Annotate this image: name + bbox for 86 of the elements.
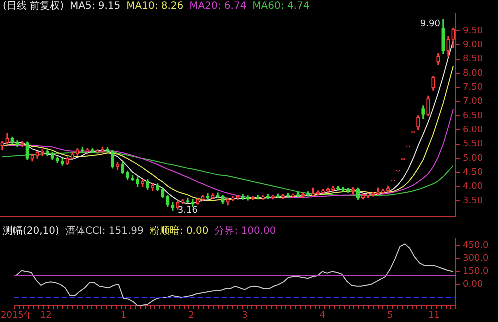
candlestick (452, 28, 456, 48)
candlestick (246, 196, 250, 201)
text: 粉顺暗: 0.00 (150, 226, 209, 237)
candlestick (386, 186, 390, 193)
candlestick (171, 202, 175, 211)
y-tick-label: 0.00 (463, 280, 484, 290)
candlestick (176, 200, 180, 210)
text: MA10: 8.26 (126, 1, 184, 12)
candlestick (201, 195, 205, 202)
candlestick (76, 148, 80, 156)
y-tick-label: 6.00 (463, 126, 484, 136)
candlestick (90, 148, 95, 154)
x-tick-label: 3 (242, 310, 248, 321)
candlestick (276, 194, 280, 199)
candlestick (446, 36, 450, 57)
candlestick (211, 194, 215, 200)
y-tick-label: 5.50 (463, 140, 484, 150)
candlestick (261, 196, 265, 200)
y-tick-label: 4.00 (463, 182, 484, 192)
y-tick-label: 8.00 (463, 68, 484, 79)
x-tick-label: 4 (320, 310, 326, 321)
x-tick-label: 1 (120, 310, 127, 321)
candlestick (206, 194, 210, 200)
y-tick-label: 8.50 (463, 54, 484, 65)
candlestick (60, 158, 64, 166)
candlestick (106, 147, 110, 154)
candlestick (241, 194, 245, 200)
y-tick-label: 9.00 (463, 40, 484, 51)
candlestick (256, 195, 260, 200)
candlestick (116, 162, 120, 170)
candlestick (226, 198, 230, 206)
candlestick (36, 151, 40, 159)
x-tick-label: 2015年 (1, 310, 33, 321)
y-tick-label: 450.0 (463, 241, 490, 252)
candlestick (26, 142, 30, 160)
y-tick-label: 7.00 (463, 97, 484, 108)
chart-title: 测幅(20,10) (3, 226, 60, 237)
candlestick (286, 193, 290, 198)
candlestick (432, 76, 436, 91)
candlestick (110, 150, 115, 169)
text: 酒体CCI: 151.99 (65, 226, 144, 237)
y-tick-label: 7.50 (463, 83, 484, 94)
y-tick-label: 4.50 (463, 168, 484, 178)
candlestick (196, 198, 200, 205)
candlestick (251, 196, 255, 200)
candlestick (231, 196, 235, 202)
text: MA60: 4.74 (252, 1, 310, 12)
text: MA5: 9.15 (70, 1, 121, 12)
x-tick-label: 5 (388, 310, 394, 321)
y-tick-label: 300.0 (463, 254, 490, 264)
candlestick (271, 195, 275, 200)
candlestick (191, 199, 195, 208)
candlestick (30, 154, 34, 162)
candlestick (70, 152, 74, 160)
y-tick-label: 6.50 (463, 111, 484, 122)
candlestick (156, 184, 160, 192)
candlestick (16, 140, 20, 148)
candlestick (140, 179, 145, 188)
text: MA20: 6.74 (190, 1, 247, 12)
candlestick (56, 156, 60, 164)
candlestick (436, 53, 440, 66)
ref-line-label: 分界: 100.00 (214, 226, 276, 237)
x-tick-label: 11 (428, 310, 440, 321)
x-tick-label: 2 (188, 310, 194, 321)
candlestick (50, 152, 54, 160)
y-tick-label: 3.50 (463, 196, 484, 206)
candlestick (236, 195, 240, 200)
candlestick (151, 184, 155, 192)
candlestick (10, 136, 14, 145)
x-tick-label: 12 (40, 310, 52, 321)
chart-title: (日线 前复权) (3, 1, 64, 12)
candlestick (20, 141, 24, 148)
candlestick (6, 134, 10, 145)
annotation: 9.90 (420, 20, 441, 30)
y-tick-label: 5.00 (463, 154, 484, 164)
candlestick (422, 106, 426, 120)
candlestick (281, 194, 285, 200)
candlestick (216, 192, 220, 199)
annotation: 3.16 (178, 206, 198, 216)
candlestick (442, 19, 446, 54)
y-tick-label: 9.50 (463, 26, 484, 36)
candlestick (221, 195, 225, 204)
y-tick-label: 150.0 (463, 267, 490, 278)
candlestick (46, 150, 50, 156)
candlestick (426, 96, 430, 116)
candlestick (66, 156, 70, 166)
